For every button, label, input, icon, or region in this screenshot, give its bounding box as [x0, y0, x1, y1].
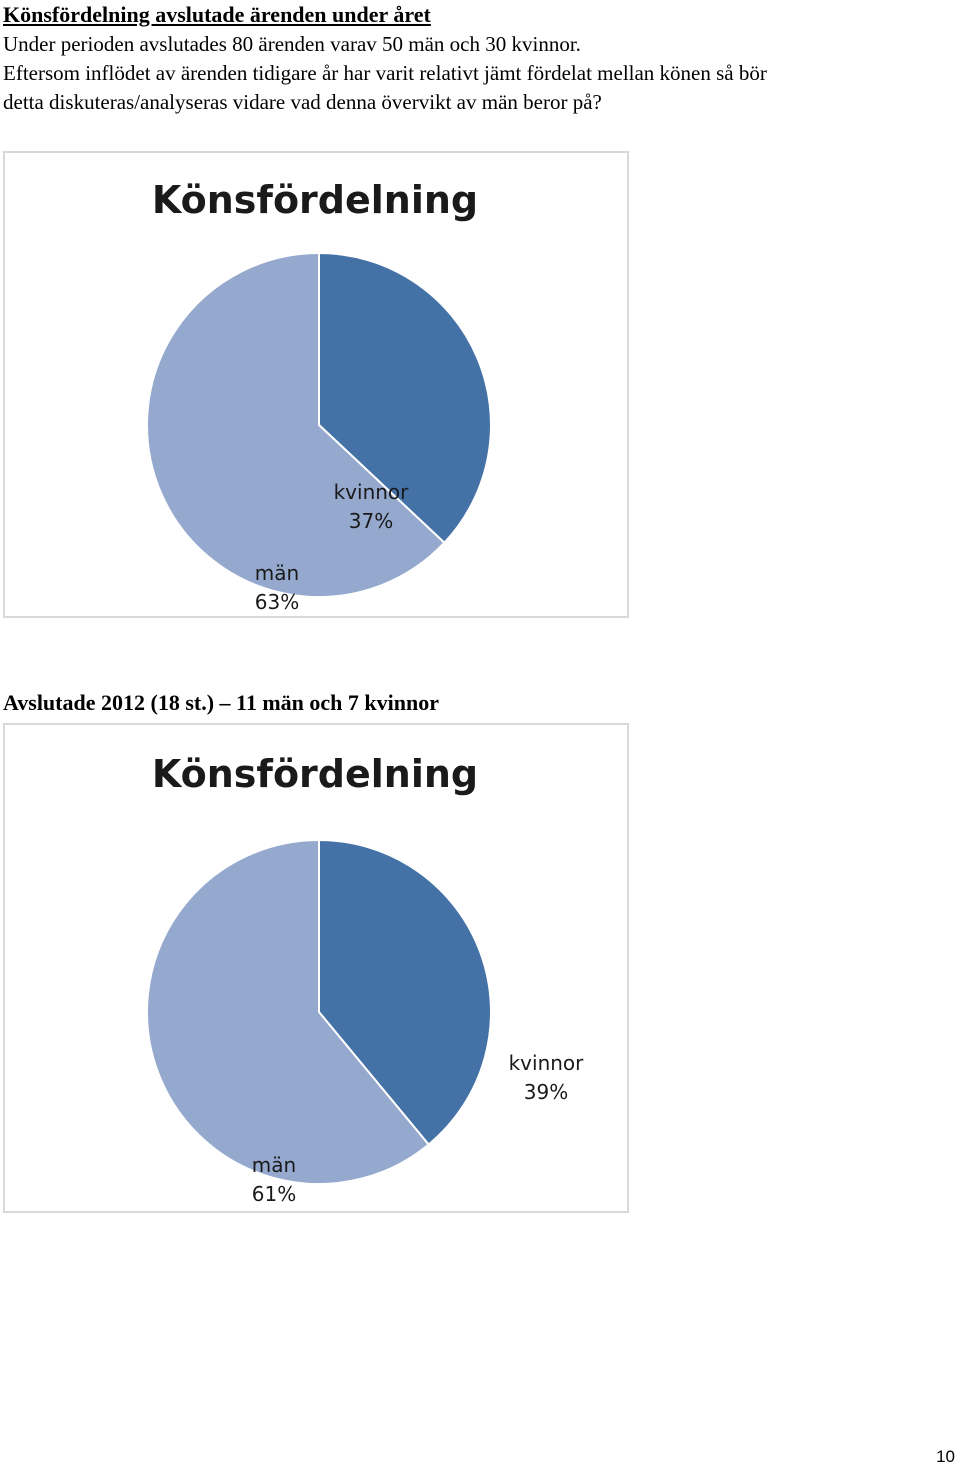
intro-paragraph: Under perioden avslutades 80 ärenden var…: [3, 30, 953, 117]
paragraph-line: detta diskuteras/analyseras vidare vad d…: [3, 90, 602, 114]
section-heading: Könsfördelning avslutade ärenden under å…: [3, 2, 431, 27]
subheading-2012: Avslutade 2012 (18 st.) – 11 män och 7 k…: [3, 690, 439, 715]
pie-slice-kvinnor: [318, 838, 492, 1146]
pie-slices: [146, 251, 492, 598]
pie-slice-man: [146, 838, 431, 1185]
slice-label-kvinnor: kvinnor: [334, 480, 410, 504]
slice-label-kvinnor: kvinnor: [509, 1051, 585, 1075]
slice-percent-kvinnor: 39%: [524, 1080, 568, 1104]
pie-chart-1-svg: Könsfördelning kvinnor 37% män 63%: [146, 178, 492, 614]
page-number: 10: [936, 1447, 955, 1466]
pie-slice-kvinnor: [318, 251, 492, 545]
slice-percent-man: 63%: [255, 590, 299, 614]
paragraph-line: Eftersom inflödet av ärenden tidigare år…: [3, 61, 767, 85]
slice-percent-man: 61%: [252, 1182, 296, 1206]
pie-slices: [146, 838, 492, 1185]
paragraph-line: Under perioden avslutades 80 ärenden var…: [3, 32, 581, 56]
chart-title: Könsfördelning: [152, 752, 478, 796]
pie-chart-2: Könsfördelning kvinnor 39% män 61%: [3, 723, 629, 1213]
slice-label-man: män: [252, 1153, 296, 1177]
pie-chart-1: Könsfördelning kvinnor 37% män 63%: [3, 151, 629, 618]
pie-chart-2-svg: Könsfördelning kvinnor 39% män 61%: [146, 752, 585, 1206]
slice-percent-kvinnor: 37%: [349, 509, 393, 533]
slice-label-man: män: [255, 561, 299, 585]
chart-title: Könsfördelning: [152, 178, 478, 222]
pie-slice-man: [146, 251, 446, 598]
